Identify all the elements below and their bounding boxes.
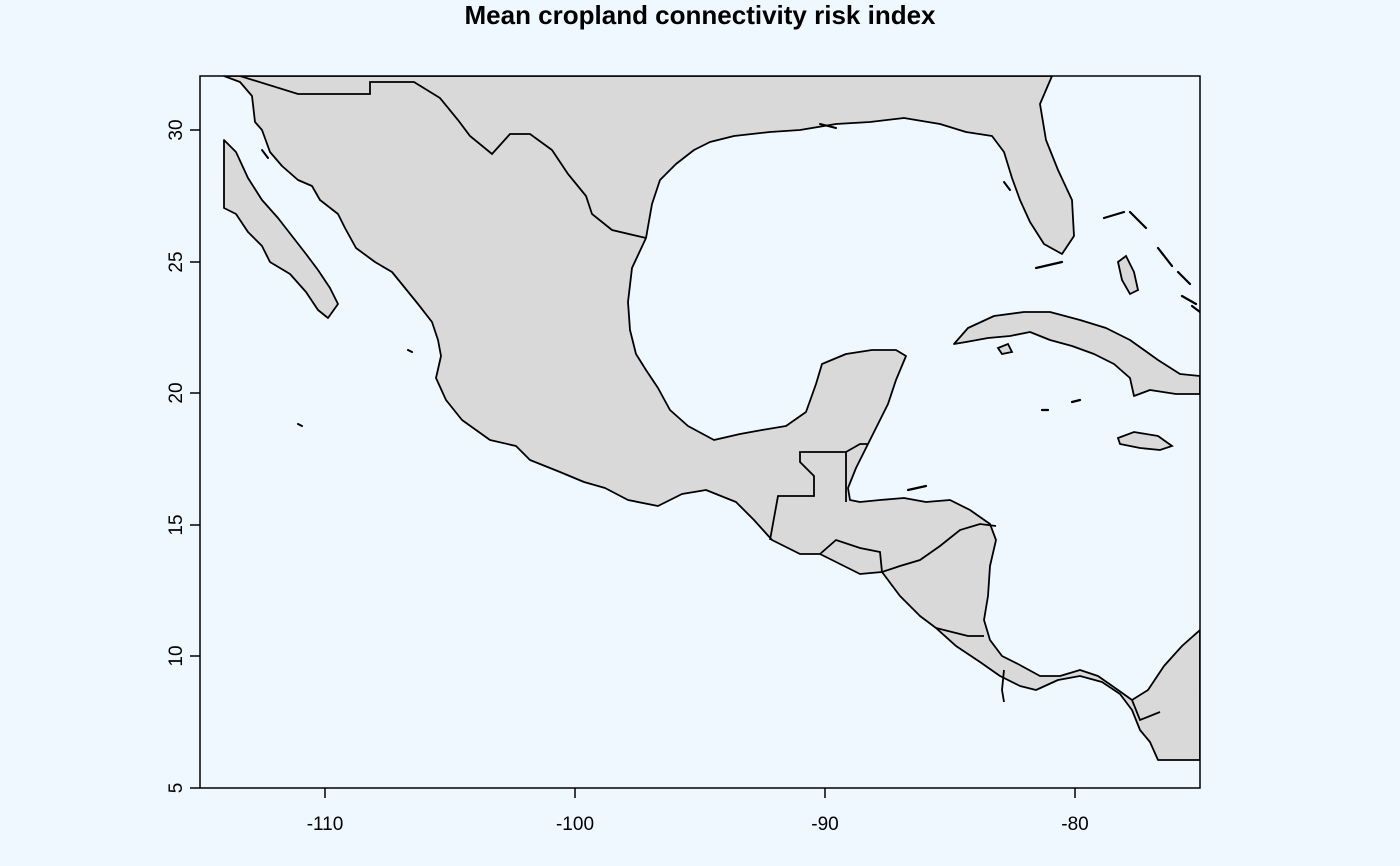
land-small-islands — [261, 123, 1011, 427]
y-tick-label: 15 — [166, 514, 187, 535]
x-tick-label: -80 — [1061, 814, 1088, 835]
land-mexico-central-america — [223, 76, 1200, 761]
y-tick-label: 20 — [166, 382, 187, 403]
y-tick-label: 5 — [166, 783, 187, 794]
border-nicaragua-costa-rica — [935, 627, 984, 637]
border-panama-colombia — [1131, 699, 1161, 722]
border-honduras-nicaragua — [881, 523, 997, 573]
map-title: Mean cropland connectivity risk index — [464, 0, 936, 30]
x-tick-label: -90 — [811, 814, 838, 835]
land-isla-juventud — [996, 342, 1014, 356]
land-baja-california — [223, 139, 339, 319]
y-tick-label: 30 — [166, 119, 187, 140]
x-axis — [324, 788, 1076, 798]
land-andros — [1116, 254, 1140, 296]
y-tick-label: 25 — [166, 251, 187, 272]
land-jamaica — [1116, 431, 1174, 451]
x-tick-label: -100 — [556, 814, 594, 835]
x-tick-label: -110 — [307, 814, 344, 835]
border-guatemala — [769, 451, 847, 541]
landmass-layer — [223, 76, 1200, 761]
land-cuba — [953, 311, 1200, 397]
border-el-salvador-honduras — [819, 538, 883, 573]
land-bahamas-islets — [906, 210, 1200, 492]
border-belize — [845, 443, 868, 453]
y-tick-label: 10 — [166, 645, 187, 666]
border-us-mexico — [239, 76, 647, 239]
plot-frame — [199, 75, 1201, 789]
y-axis — [190, 129, 200, 789]
border-costa-rica-panama — [1001, 669, 1005, 703]
